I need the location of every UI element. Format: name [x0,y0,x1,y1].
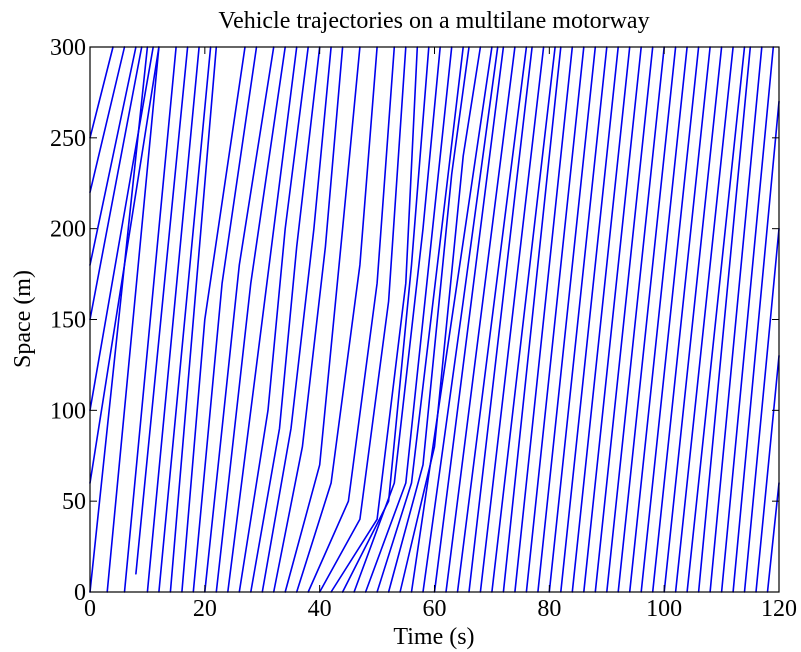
trajectory-line-63 [743,227,780,593]
chart-title: Vehicle trajectories on a multilane moto… [218,8,649,34]
trajectory-line-53 [628,46,688,593]
trajectory-line-49 [582,46,643,593]
trajectory-line-29 [353,46,442,593]
x-tick-label: 120 [761,596,797,622]
trajectory-line-42 [502,46,562,593]
trajectory-line-3 [89,46,137,266]
x-tick-label: 40 [308,596,332,622]
trajectory-line-56 [663,46,723,593]
trajectory-line-60 [709,46,763,593]
trajectory-line-30 [364,46,453,593]
trajectory-line-52 [617,46,677,593]
trajectory-line-20 [250,46,321,593]
y-tick-label: 250 [50,126,86,152]
trajectory-line-61 [720,46,775,593]
trajectory-line-18 [227,46,298,593]
x-tick-label: 0 [84,596,96,622]
trajectory-line-10 [135,46,189,575]
x-tick-label: 60 [423,596,447,622]
trajectory-line-59 [697,46,752,593]
x-axis-label: Time (s) [393,624,474,650]
trajectory-line-4 [89,46,143,321]
trajectory-line-24 [295,46,378,593]
x-tick-label: 80 [537,596,561,622]
trajectory-line-65 [766,482,780,593]
trajectory-line-5 [89,46,154,412]
trajectory-line-55 [651,46,711,593]
trajectory-line-39 [468,46,533,593]
trajectory-line-8 [106,46,160,593]
trajectory-line-45 [537,46,597,593]
trajectory-line-51 [605,46,666,593]
trajectory-line-14 [181,46,246,593]
trajectory-line-19 [238,46,310,593]
trajectory-line-28 [341,46,430,593]
trajectory-line-44 [525,46,585,593]
trajectory-line-46 [548,46,608,593]
trajectory-line-34 [410,46,493,593]
trajectory-line-58 [686,46,746,593]
trajectory-line-21 [261,46,332,593]
trajectory-line-31 [376,46,465,593]
y-tick-label: 300 [50,35,86,61]
trajectory-line-54 [640,46,700,593]
y-tick-label: 50 [62,489,86,515]
y-axis-label: Space (m) [10,270,36,368]
trajectory-line-15 [192,46,258,593]
trajectory-line-41 [491,46,556,593]
trajectory-line-11 [146,46,200,593]
trajectory-line-36 [433,46,505,593]
trajectory-line-26 [318,46,407,593]
trajectory-line-48 [571,46,631,593]
y-tick-label: 200 [50,217,86,243]
axis-ticks: 0 20 40 60 80 100 120 0 50 100 150 200 250 300 [50,35,797,622]
trajectory-line-50 [594,46,654,593]
trajectory-line-9 [123,46,177,593]
trajectory-line-62 [732,100,780,593]
trajectory-line-13 [169,46,218,593]
trajectory-line-22 [272,46,344,593]
trajectory-line-38 [456,46,528,593]
trajectory-line-57 [674,46,734,593]
trajectory-line-40 [479,46,545,593]
trajectory-line-17 [215,46,287,593]
trajectory-line-12 [158,46,212,593]
trajectory-line-27 [330,46,419,593]
trajectory-line-25 [307,46,396,593]
trajectory-line-23 [284,46,361,593]
plot-area [89,46,780,593]
trajectory-line-43 [514,46,574,593]
trajectory-line-64 [755,354,780,593]
trajectory-line-32 [387,46,470,593]
trajectory-line-2 [89,46,126,194]
y-tick-label: 150 [50,308,86,334]
y-tick-label: 100 [50,398,86,424]
trajectory-line-1 [89,46,114,139]
trajectory-line-7 [89,46,149,593]
trajectory-line-47 [559,46,620,593]
trajectory-line-37 [445,46,516,593]
x-tick-label: 100 [646,596,682,622]
x-tick-label: 20 [193,596,217,622]
y-tick-label: 0 [74,580,86,606]
trajectory-line-16 [204,46,275,593]
trajectory-line-33 [399,46,482,593]
trajectory-line-35 [422,46,499,593]
